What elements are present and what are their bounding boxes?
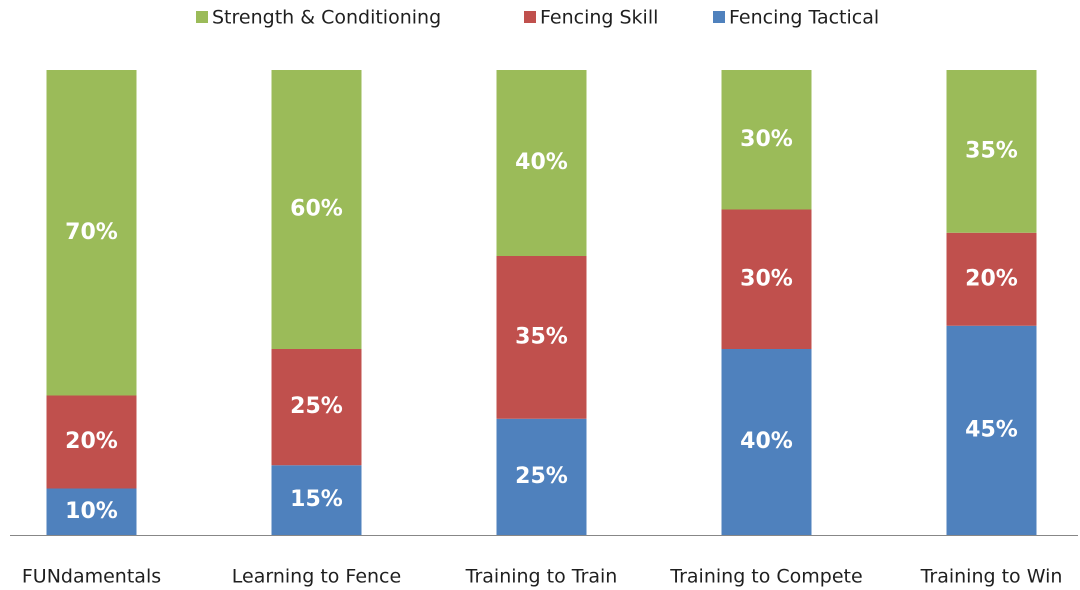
bar-segment [946, 232, 1037, 326]
x-tick-label: Learning to Fence [232, 566, 401, 588]
data-label: 40% [740, 429, 793, 454]
bar-segment [271, 465, 362, 535]
bar-segment [721, 209, 812, 349]
bar-segment [46, 488, 137, 535]
bar-segment [946, 325, 1037, 535]
x-tick-label: Training to Train [465, 566, 618, 588]
data-label: 25% [515, 464, 568, 489]
bar-segment [721, 70, 812, 210]
data-label: 60% [290, 197, 343, 222]
bar-segment [271, 349, 362, 466]
data-label: 25% [290, 394, 343, 419]
data-label: 15% [290, 487, 343, 512]
legend-swatch [524, 11, 536, 23]
bar-segment [46, 70, 137, 396]
bar-segment [271, 70, 362, 349]
bar-segment [721, 349, 812, 535]
legend-swatch [196, 11, 208, 23]
x-tick-label: Training to Win [920, 566, 1063, 588]
data-label: 10% [65, 499, 118, 524]
bar-segment [496, 418, 587, 535]
legend-label: Strength & Conditioning [212, 7, 441, 29]
data-label: 40% [515, 150, 568, 175]
data-label: 70% [65, 220, 118, 245]
x-tick-label: FUNdamentals [22, 566, 161, 588]
legend-label: Fencing Tactical [729, 7, 879, 29]
data-label: 20% [965, 266, 1018, 291]
data-label: 20% [65, 429, 118, 454]
data-label: 35% [515, 324, 568, 349]
bar-segment [46, 395, 137, 489]
legend-swatch [713, 11, 725, 23]
bar-segment [496, 256, 587, 419]
legend-label: Fencing Skill [540, 7, 658, 29]
data-label: 35% [965, 138, 1018, 163]
data-label: 45% [965, 417, 1018, 442]
bar-segment [946, 70, 1037, 233]
x-tick-label: Training to Compete [669, 566, 862, 588]
data-label: 30% [740, 266, 793, 291]
data-label: 30% [740, 127, 793, 152]
bar-segment [496, 70, 587, 256]
